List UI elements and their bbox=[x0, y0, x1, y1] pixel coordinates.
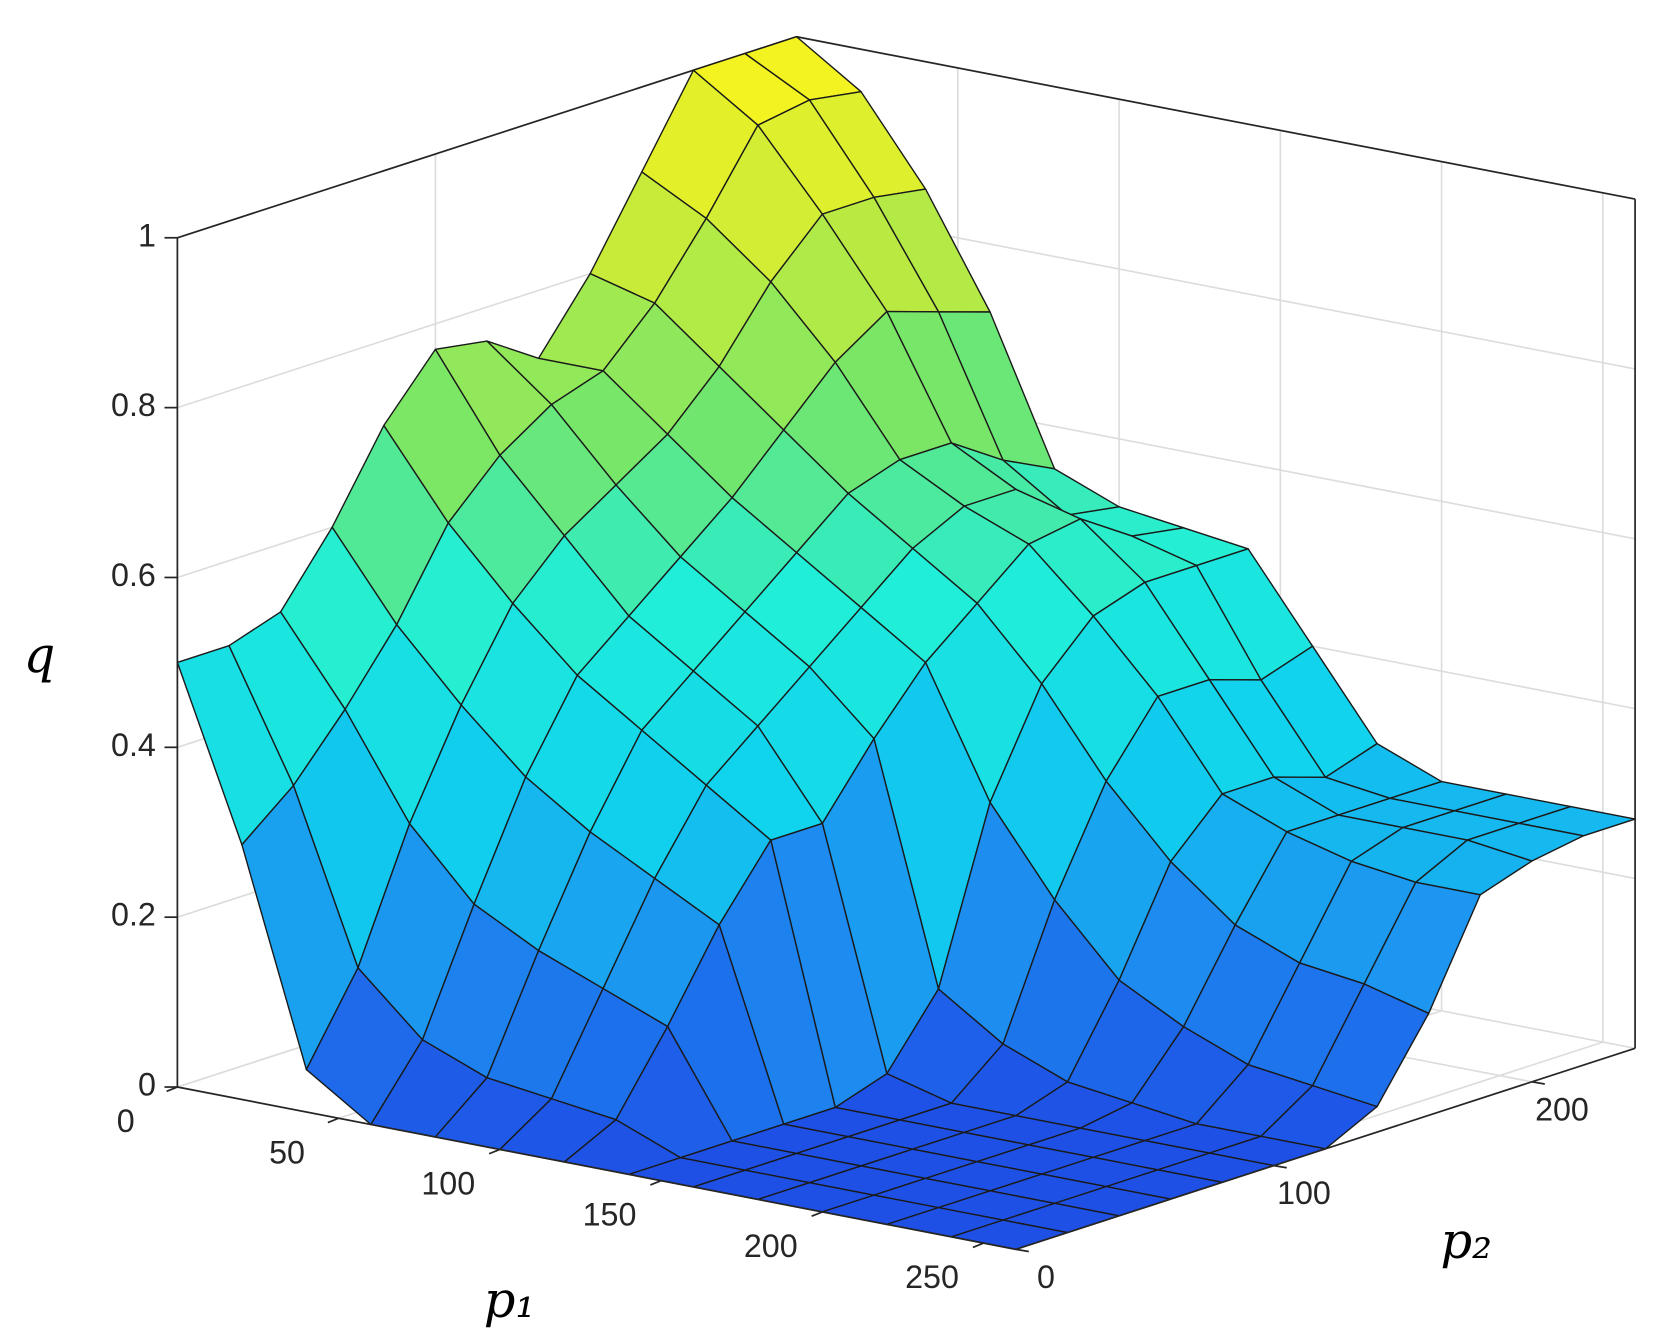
x-tick-label: 200 bbox=[744, 1228, 798, 1264]
x-tick-label: 250 bbox=[905, 1259, 959, 1295]
y-tick bbox=[1273, 1164, 1287, 1169]
x-tick bbox=[972, 1242, 984, 1249]
y-axis-label: p₂ bbox=[1441, 1212, 1492, 1270]
x-tick-label: 50 bbox=[269, 1134, 305, 1170]
x-tick bbox=[811, 1211, 823, 1217]
z-tick-label: 0.4 bbox=[111, 727, 156, 763]
z-tick-label: 0.8 bbox=[111, 387, 156, 423]
x-tick-label: 0 bbox=[117, 1103, 135, 1139]
x-tick-label: 150 bbox=[583, 1197, 637, 1233]
surface bbox=[176, 36, 1636, 1251]
x-axis bbox=[177, 1086, 1017, 1251]
z-tick-label: 0.2 bbox=[111, 897, 156, 933]
x-tick bbox=[650, 1179, 662, 1186]
x-tick-label: 100 bbox=[421, 1166, 475, 1202]
box-edge bbox=[796, 35, 1636, 200]
x-tick bbox=[327, 1117, 339, 1124]
x-tick bbox=[166, 1086, 178, 1093]
z-tick-label: 0.6 bbox=[111, 557, 156, 593]
y-tick-label: 200 bbox=[1535, 1091, 1589, 1127]
axes: 0 0.2 0.4 0.6 0.8 1 0 50 100 150 200 250 0 100 200 bbox=[111, 217, 1636, 1295]
z-tick-label: 1 bbox=[138, 217, 156, 253]
y-tick-label: 100 bbox=[1277, 1175, 1331, 1211]
z-tick-label: 0 bbox=[138, 1067, 156, 1103]
x-axis-label: p₁ bbox=[484, 1271, 535, 1329]
z-axis-label: q bbox=[24, 626, 56, 684]
x-tick bbox=[488, 1148, 501, 1155]
y-tick bbox=[1015, 1248, 1029, 1253]
y-tick-label: 0 bbox=[1037, 1259, 1055, 1295]
y-tick bbox=[1531, 1080, 1545, 1085]
